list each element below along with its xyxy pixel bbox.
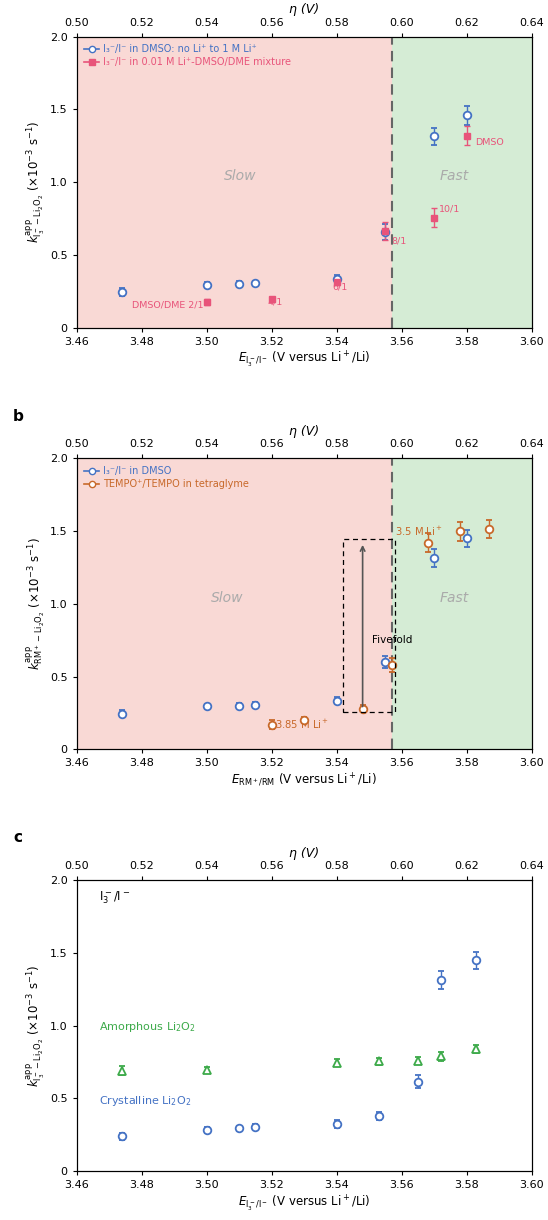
Text: c: c (13, 831, 22, 845)
Text: 6/1: 6/1 (332, 283, 347, 292)
Text: Crystalline Li$_2$O$_2$: Crystalline Li$_2$O$_2$ (99, 1094, 192, 1108)
Bar (77, 37, 392, 327)
X-axis label: η (V): η (V) (289, 426, 319, 438)
X-axis label: $E_{\mathregular{I_3^-/I^-}}$ (V versus Li$^+$/Li): $E_{\mathregular{I_3^-/I^-}}$ (V versus … (238, 1193, 370, 1213)
Text: Slow: Slow (224, 170, 256, 183)
Text: a: a (13, 0, 24, 1)
Text: 10/1: 10/1 (439, 204, 460, 213)
Bar (392, 37, 532, 327)
Text: Fast: Fast (439, 170, 469, 183)
Y-axis label: $k^{\mathregular{app}}_{\mathregular{I_3^- - Li_2O_2}}\ (\times 10^{-3}\ \mathre: $k^{\mathregular{app}}_{\mathregular{I_3… (25, 965, 47, 1087)
Text: Amorphous Li$_2$O$_2$: Amorphous Li$_2$O$_2$ (99, 1020, 196, 1035)
X-axis label: $E_{\mathregular{I_3^-/I^-}}$ (V versus Li$^+$/Li): $E_{\mathregular{I_3^-/I^-}}$ (V versus … (238, 349, 370, 370)
Bar (392, 459, 532, 749)
Legend: I₃⁻/I⁻ in DMSO, TEMPO⁺/TEMPO in tetraglyme: I₃⁻/I⁻ in DMSO, TEMPO⁺/TEMPO in tetragly… (82, 464, 252, 492)
Text: Fivefold: Fivefold (373, 636, 413, 645)
Legend: I₃⁻/I⁻ in DMSO: no Li⁺ to 1 M Li⁺, I₃⁻/I⁻ in 0.01 M Li⁺-DMSO/DME mixture: I₃⁻/I⁻ in DMSO: no Li⁺ to 1 M Li⁺, I₃⁻/I… (82, 41, 294, 71)
Text: DMSO/DME 2/1: DMSO/DME 2/1 (132, 301, 203, 310)
X-axis label: η (V): η (V) (289, 847, 319, 860)
Text: Fast: Fast (439, 590, 469, 605)
Text: 3.5 M Li$^+$: 3.5 M Li$^+$ (395, 525, 443, 538)
Text: 8/1: 8/1 (392, 237, 407, 246)
Bar (77, 459, 392, 749)
Y-axis label: $k^{\mathregular{app}}_{\mathregular{I_3^- - Li_2O_2}}\ (\times 10^{-3}\ \mathre: $k^{\mathregular{app}}_{\mathregular{I_3… (25, 121, 47, 243)
Text: b: b (13, 409, 24, 423)
Text: Slow: Slow (210, 590, 243, 605)
Y-axis label: $k^{\mathregular{app}}_{\mathregular{RM^+ - Li_2O_2}}\ (\times 10^{-3}\ \mathreg: $k^{\mathregular{app}}_{\mathregular{RM^… (26, 538, 47, 670)
Text: DMSO: DMSO (475, 138, 504, 146)
X-axis label: η (V): η (V) (289, 4, 319, 16)
Text: 4/1: 4/1 (267, 298, 283, 307)
Text: 3.85 M Li$^+$: 3.85 M Li$^+$ (275, 719, 329, 731)
Text: I$_3^-$/I$^-$: I$_3^-$/I$^-$ (99, 889, 130, 906)
X-axis label: $E_{\mathregular{RM^+/RM}}$ (V versus Li$^+$/Li): $E_{\mathregular{RM^+/RM}}$ (V versus Li… (231, 771, 377, 788)
